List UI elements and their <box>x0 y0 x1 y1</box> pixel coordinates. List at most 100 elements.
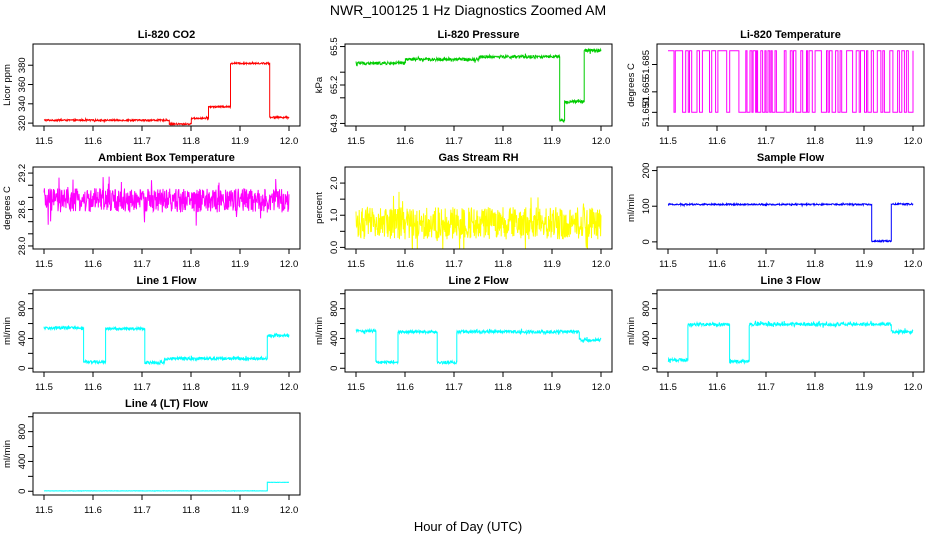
x-tick-label: 11.7 <box>133 136 151 147</box>
y-tick-label: 2.0 <box>329 176 340 189</box>
series-trace <box>43 60 290 126</box>
y-tick-label: 800 <box>17 424 28 440</box>
x-tick-label: 11.8 <box>806 382 824 393</box>
y-axis-label: Licor ppm <box>2 64 13 106</box>
x-tick-label: 11.9 <box>231 505 249 516</box>
x-tick-label: 12.0 <box>280 136 299 147</box>
plot-frame <box>32 289 301 373</box>
x-tick-label: 11.7 <box>757 382 775 393</box>
y-axis-label: ml/min <box>626 194 637 222</box>
x-tick-label: 11.8 <box>806 259 824 270</box>
plot-frame <box>344 289 613 373</box>
plot-frame <box>344 166 613 250</box>
x-tick-label: 12.0 <box>592 136 611 147</box>
x-tick-label: 11.6 <box>84 382 102 393</box>
panel-2: Li-820 Pressure 11.5 11.6 11.7 11.8 11.9 12.0 6… <box>314 29 613 147</box>
y-axis-label: degrees C <box>2 186 13 230</box>
series-trace <box>668 50 914 113</box>
plot-frame <box>32 43 301 127</box>
y-tick-label: 51.685 <box>641 50 652 79</box>
x-tick-label: 12.0 <box>592 382 611 393</box>
panel-7: Line 1 Flow 11.5 11.6 11.7 11.8 11.9 12.0 0 400 8… <box>2 275 301 393</box>
y-tick-label: 340 <box>17 96 28 112</box>
y-axis-label: ml/min <box>314 317 325 345</box>
x-tick-label: 11.7 <box>445 259 463 270</box>
panel-1: Li-820 CO2 11.5 11.6 11.7 11.8 11.9 12.0 320 340… <box>2 29 301 147</box>
x-tick-label: 11.5 <box>659 382 677 393</box>
panel-3: Li-820 Temperature 11.5 11.6 11.7 11.8 11.9 12… <box>626 29 925 147</box>
figure-title: NWR_100125 1 Hz Diagnostics Zoomed AM <box>330 2 606 18</box>
y-tick-label: 800 <box>641 301 652 317</box>
y-tick-label: 400 <box>17 454 28 470</box>
x-tick-label: 11.9 <box>543 259 561 270</box>
y-tick-label: 100 <box>641 198 652 214</box>
x-tick-label: 11.9 <box>543 136 561 147</box>
y-tick-label: 0 <box>17 366 28 371</box>
panel-title: Gas Stream RH <box>438 152 518 164</box>
y-tick-label: 320 <box>17 115 28 131</box>
x-tick-label: 11.6 <box>396 136 414 147</box>
x-tick-label: 11.5 <box>659 136 677 147</box>
panel-5: Gas Stream RH 11.5 11.6 11.7 11.8 11.9 12.0 0.0… <box>314 152 613 270</box>
series-trace <box>355 47 602 123</box>
x-tick-label: 11.7 <box>133 505 151 516</box>
x-tick-label: 11.7 <box>133 259 151 270</box>
x-tick-label: 11.8 <box>806 136 824 147</box>
panel-title: Li-820 CO2 <box>138 29 195 41</box>
x-tick-label: 11.9 <box>543 382 561 393</box>
panel-title: Ambient Box Temperature <box>98 152 235 164</box>
series-line <box>667 201 914 244</box>
x-tick-label: 11.9 <box>231 382 249 393</box>
plot-frame <box>656 289 925 373</box>
figure-xlabel: Hour of Day (UTC) <box>414 519 522 534</box>
plot-frame <box>656 43 925 127</box>
series-trace <box>43 324 290 366</box>
x-tick-label: 11.5 <box>347 259 365 270</box>
y-axis-label: ml/min <box>626 317 637 345</box>
panel-title: Sample Flow <box>757 152 825 164</box>
x-tick-label: 11.8 <box>182 136 200 147</box>
panel-title: Line 2 Flow <box>449 275 509 287</box>
series-trace <box>355 191 602 249</box>
panel-title: Li-820 Pressure <box>438 29 520 41</box>
series-line <box>43 176 290 226</box>
x-tick-label: 12.0 <box>592 259 611 270</box>
y-tick-label: 51.650 <box>641 98 652 127</box>
series-line <box>43 60 290 126</box>
panel-8: Line 2 Flow 11.5 11.6 11.7 11.8 11.9 12.0 0 400 8… <box>314 275 613 393</box>
panel-6: Sample Flow 11.5 11.6 11.7 11.8 11.9 12.0 0 100 2… <box>626 152 925 270</box>
x-tick-label: 11.5 <box>35 136 53 147</box>
x-tick-label: 11.5 <box>659 259 677 270</box>
y-tick-label: 29.2 <box>17 164 28 183</box>
x-tick-label: 11.8 <box>182 382 200 393</box>
y-tick-label: 400 <box>641 331 652 347</box>
x-tick-label: 11.7 <box>445 136 463 147</box>
x-tick-label: 11.8 <box>494 136 512 147</box>
x-tick-label: 12.0 <box>904 259 923 270</box>
y-axis-label: ml/min <box>2 440 13 468</box>
series-trace <box>667 201 914 244</box>
y-tick-label: 400 <box>17 331 28 347</box>
series-line <box>668 50 914 113</box>
x-tick-label: 12.0 <box>280 382 299 393</box>
x-tick-label: 11.5 <box>35 382 53 393</box>
y-tick-label: 800 <box>329 301 340 317</box>
x-tick-label: 11.9 <box>855 259 873 270</box>
x-tick-label: 11.6 <box>396 259 414 270</box>
x-tick-label: 11.6 <box>84 505 102 516</box>
series-line <box>43 481 290 492</box>
y-axis-label: ml/min <box>2 317 13 345</box>
y-tick-label: 360 <box>17 77 28 93</box>
panel-4: Ambient Box Temperature 11.5 11.6 11.7 11.8 1… <box>2 152 301 270</box>
series-line <box>667 320 914 365</box>
series-line <box>355 191 602 249</box>
x-tick-label: 11.9 <box>855 382 873 393</box>
series-line <box>43 324 290 366</box>
y-tick-label: 800 <box>17 301 28 317</box>
x-tick-label: 11.7 <box>445 382 463 393</box>
x-tick-label: 11.9 <box>231 136 249 147</box>
y-axis-label: percent <box>314 192 325 224</box>
y-tick-label: 65.5 <box>329 37 340 56</box>
y-tick-label: 0 <box>641 239 652 244</box>
y-axis-label: kPa <box>314 76 325 93</box>
